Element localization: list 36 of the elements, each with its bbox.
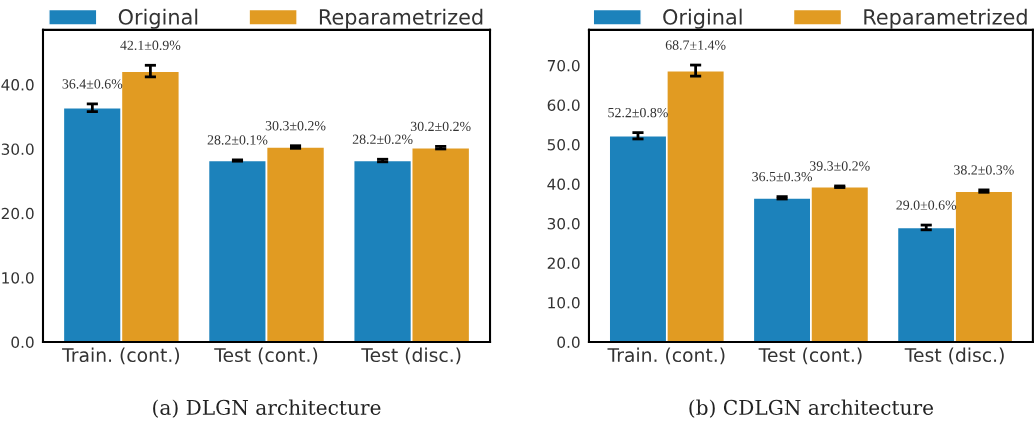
data-label: 36.5±0.3% xyxy=(752,171,813,182)
x-tick-label: Train. (cont.) xyxy=(62,347,180,365)
y-tick-label: 30.0 xyxy=(547,217,580,230)
y-tick-label: 30.0 xyxy=(1,143,34,155)
x-tick-label: Test (cont.) xyxy=(214,347,318,365)
data-label: 30.2±0.2% xyxy=(410,121,471,132)
data-label: 38.2±0.3% xyxy=(954,165,1014,175)
y-tick-label: 0.0 xyxy=(557,336,580,349)
legend-label: Reparametrized xyxy=(864,8,1027,29)
y-tick-label: 0.0 xyxy=(11,336,34,349)
x-tick-label: Test (cont.) xyxy=(758,347,862,365)
data-label: 29.0±0.6% xyxy=(896,200,957,210)
y-tick-label: 70.0 xyxy=(547,59,580,72)
data-label: 28.2±0.1% xyxy=(207,135,268,145)
data-label: 39.3±0.2% xyxy=(809,161,870,171)
y-tick-label: 40.0 xyxy=(1,79,34,91)
y-tick-label: 10.0 xyxy=(2,272,34,284)
data-label: 42.1±0.9% xyxy=(120,40,181,51)
data-label: 68.7±1.4% xyxy=(665,40,726,50)
legend-label: Original xyxy=(118,8,198,29)
x-tick-label: Test (disc.) xyxy=(904,347,1004,365)
y-tick-label: 50.0 xyxy=(547,138,580,151)
data-label: 52.2±0.8% xyxy=(608,107,668,118)
y-tick-label: 20.0 xyxy=(1,207,34,220)
legend-label: Original xyxy=(663,8,742,29)
x-tick-label: Test (disc.) xyxy=(361,347,461,365)
data-label: 30.3±0.2% xyxy=(265,121,326,131)
y-tick-label: 40.0 xyxy=(547,178,580,190)
y-tick-label: 10.0 xyxy=(548,296,580,309)
text: (a) DLGN architecture xyxy=(153,399,381,418)
legend-label: Reparametrized xyxy=(319,8,483,29)
x-tick-label: Train. (cont.) xyxy=(607,347,725,365)
y-tick-label: 60.0 xyxy=(547,99,580,111)
y-tick-label: 20.0 xyxy=(547,257,580,270)
data-label: 28.2±0.2% xyxy=(352,134,413,144)
text: (b) CDLGN architecture xyxy=(689,399,934,418)
